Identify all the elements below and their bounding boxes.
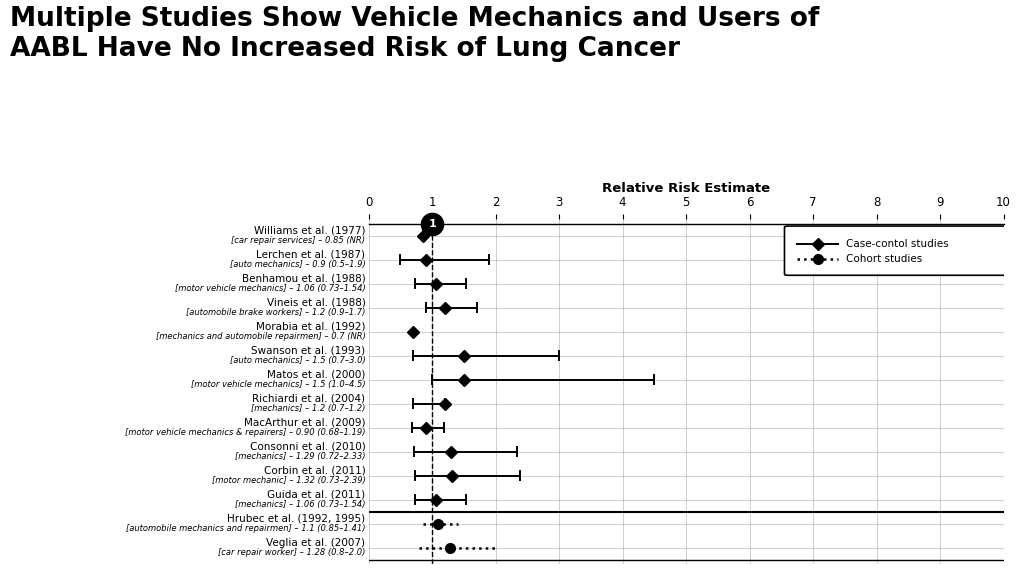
Text: Guida et al. (2011): Guida et al. (2011) bbox=[267, 490, 366, 500]
Text: Morabia et al. (1992): Morabia et al. (1992) bbox=[256, 322, 366, 332]
FancyBboxPatch shape bbox=[784, 226, 1010, 275]
Text: [automobile brake workers] – 1.2 (0.9–1.7): [automobile brake workers] – 1.2 (0.9–1.… bbox=[186, 308, 366, 317]
Text: Lerchen et al. (1987): Lerchen et al. (1987) bbox=[256, 250, 366, 260]
Text: Swanson et al. (1993): Swanson et al. (1993) bbox=[251, 346, 366, 356]
X-axis label: Relative Risk Estimate: Relative Risk Estimate bbox=[602, 182, 770, 195]
Text: Vineis et al. (1988): Vineis et al. (1988) bbox=[266, 298, 366, 308]
Text: [mechanics and automobile repairmen] – 0.7 (NR): [mechanics and automobile repairmen] – 0… bbox=[156, 332, 366, 341]
Text: [auto mechanics] – 1.5 (0.7–3.0): [auto mechanics] – 1.5 (0.7–3.0) bbox=[229, 356, 366, 365]
Text: [mechanics] – 1.29 (0.72–2.33): [mechanics] – 1.29 (0.72–2.33) bbox=[234, 452, 366, 461]
Text: [auto mechanics] – 0.9 (0.5–1.9): [auto mechanics] – 0.9 (0.5–1.9) bbox=[229, 260, 366, 269]
Text: Case-contol studies: Case-contol studies bbox=[846, 238, 948, 249]
Text: Benhamou et al. (1988): Benhamou et al. (1988) bbox=[242, 274, 366, 284]
Text: [motor vehicle mechanics & repairers] – 0.90 (0.68–1.19): [motor vehicle mechanics & repairers] – … bbox=[125, 428, 366, 437]
Text: [mechanics] – 1.2 (0.7–1.2): [mechanics] – 1.2 (0.7–1.2) bbox=[251, 404, 366, 413]
Text: Veglia et al. (2007): Veglia et al. (2007) bbox=[266, 538, 366, 548]
Text: [car repair services] – 0.85 (NR): [car repair services] – 0.85 (NR) bbox=[231, 236, 366, 245]
Text: [mechanics] – 1.06 (0.73–1.54): [mechanics] – 1.06 (0.73–1.54) bbox=[234, 500, 366, 509]
Text: Multiple Studies Show Vehicle Mechanics and Users of
AABL Have No Increased Risk: Multiple Studies Show Vehicle Mechanics … bbox=[10, 6, 819, 62]
Text: 1: 1 bbox=[428, 219, 436, 229]
Text: Richiardi et al. (2004): Richiardi et al. (2004) bbox=[253, 394, 366, 404]
Text: [automobile mechanics and repairmen] – 1.1 (0.85–1.41): [automobile mechanics and repairmen] – 1… bbox=[126, 524, 366, 533]
Text: Williams et al. (1977): Williams et al. (1977) bbox=[254, 226, 366, 236]
Text: MacArthur et al. (2009): MacArthur et al. (2009) bbox=[244, 418, 366, 428]
Text: Consonni et al. (2010): Consonni et al. (2010) bbox=[250, 442, 366, 452]
Text: Corbin et al. (2011): Corbin et al. (2011) bbox=[264, 466, 366, 476]
Text: Matos et al. (2000): Matos et al. (2000) bbox=[267, 370, 366, 380]
Text: [motor vehicle mechanics] – 1.5 (1.0–4.5): [motor vehicle mechanics] – 1.5 (1.0–4.5… bbox=[190, 380, 366, 389]
Text: Hrubec et al. (1992, 1995): Hrubec et al. (1992, 1995) bbox=[227, 514, 366, 524]
Text: Cohort studies: Cohort studies bbox=[846, 254, 923, 264]
Text: [motor mechanic] – 1.32 (0.73–2.39): [motor mechanic] – 1.32 (0.73–2.39) bbox=[212, 476, 366, 485]
Text: [car repair worker] – 1.28 (0.8–2.0): [car repair worker] – 1.28 (0.8–2.0) bbox=[218, 548, 366, 557]
Text: [motor vehicle mechanics] – 1.06 (0.73–1.54): [motor vehicle mechanics] – 1.06 (0.73–1… bbox=[175, 284, 366, 293]
